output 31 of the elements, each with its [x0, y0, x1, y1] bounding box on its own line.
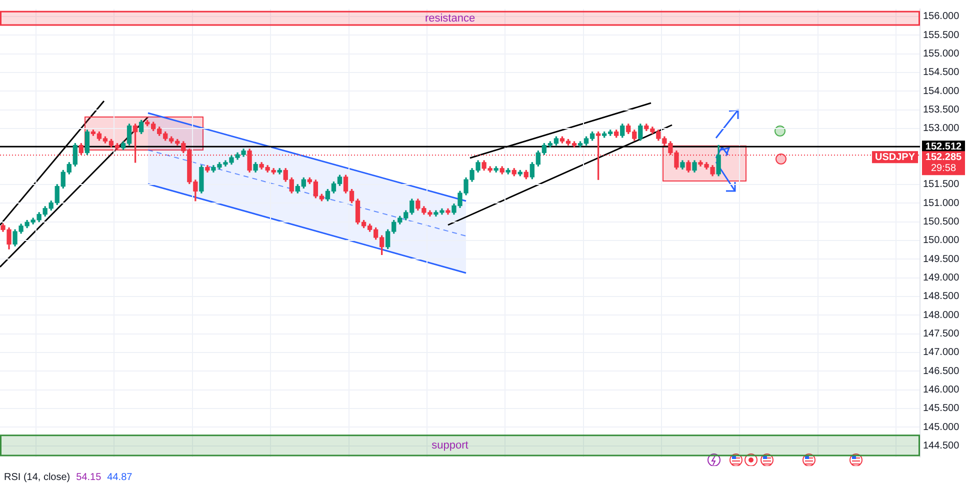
- y-tick-label: 156.000: [923, 11, 960, 22]
- y-tick-label: 154.000: [923, 86, 960, 97]
- y-tick-label: 155.000: [923, 48, 960, 60]
- text: 44.87: [107, 472, 132, 483]
- y-tick-label: 147.000: [923, 347, 960, 358]
- y-tick-label: 153.500: [923, 104, 960, 116]
- y-tick-label: 150.500: [923, 216, 960, 228]
- ref-line-label: 152.285: [925, 152, 962, 163]
- y-tick-label: 148.500: [923, 291, 960, 302]
- annotation: USDJPY: [874, 152, 916, 163]
- y-tick-label: 154.500: [923, 67, 960, 78]
- band-label: resistance: [424, 12, 476, 24]
- y-tick-label: 150.000: [923, 235, 960, 246]
- y-tick-label: 145.500: [923, 403, 960, 414]
- y-tick-label: 155.500: [923, 30, 960, 41]
- y-tick-label: 146.500: [923, 366, 960, 377]
- text: 29:58: [930, 162, 956, 174]
- y-tick-label: 151.500: [923, 179, 960, 190]
- y-tick-label: 153.000: [923, 123, 960, 134]
- y-tick-label: 144.500: [923, 440, 960, 452]
- y-tick-label: 147.500: [923, 328, 960, 340]
- y-tick-label: 149.500: [923, 254, 960, 265]
- band-label: support: [432, 439, 468, 452]
- y-tick-label: 146.000: [923, 384, 960, 396]
- text: 54.15: [76, 472, 102, 483]
- text: RSI (14, close): [4, 472, 70, 483]
- y-tick-label: 148.000: [923, 310, 960, 321]
- y-tick-label: 145.000: [923, 422, 960, 433]
- y-tick-label: 151.000: [923, 198, 960, 209]
- y-tick-label: 149.000: [923, 272, 960, 284]
- ref-line-label: 152.512: [925, 141, 962, 152]
